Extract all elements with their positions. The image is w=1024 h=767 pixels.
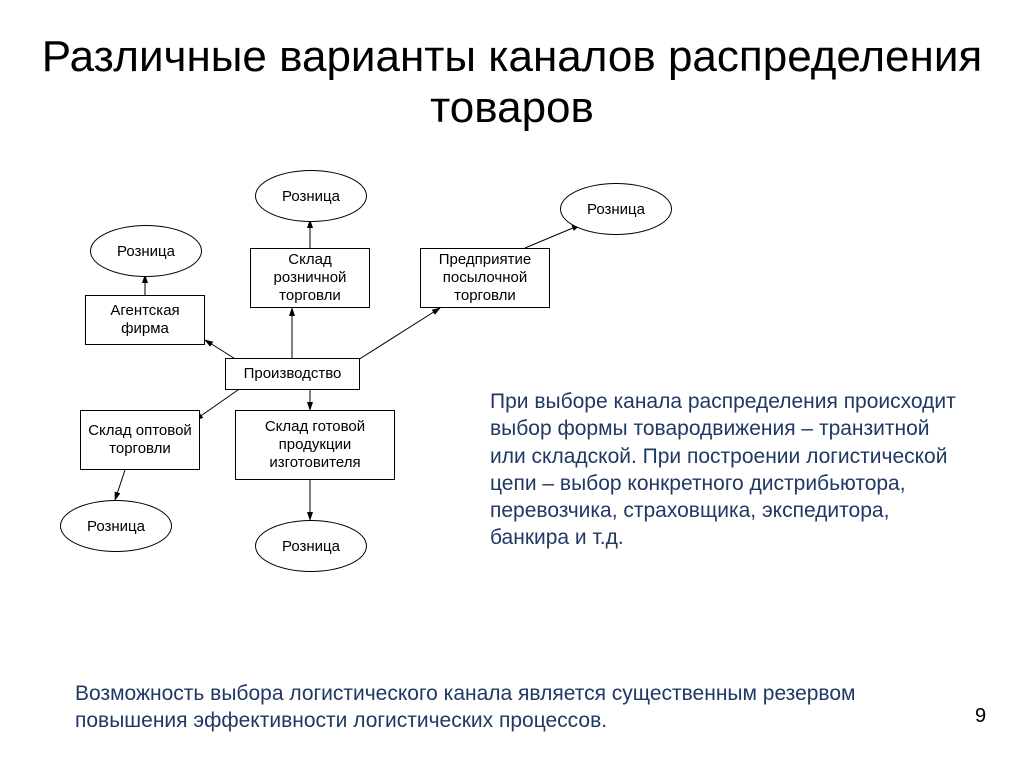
page-number: 9 [975, 705, 986, 728]
node-sklad_got: Склад готовой продукции изготовителя [235, 410, 395, 480]
node-roznica4: Розница [60, 500, 172, 552]
slide-title: Различные варианты каналов распределения… [0, 32, 1024, 133]
edge-sklad_opt-roznica4 [115, 470, 125, 500]
node-posyl: Предприятие посылочной торговли [420, 248, 550, 308]
node-roznica2: Розница [255, 170, 367, 222]
node-proizv: Производство [225, 358, 360, 390]
node-sklad_rozn: Склад розничной торговли [250, 248, 370, 308]
node-roznica5: Розница [255, 520, 367, 572]
edge-posyl-roznica3 [525, 225, 580, 248]
page-number-value: 9 [975, 705, 986, 727]
node-roznica3: Розница [560, 183, 672, 235]
node-sklad_opt: Склад оптовой торговли [80, 410, 200, 470]
edge-proizv-posyl [350, 308, 440, 365]
title-text: Различные варианты каналов распределения… [42, 32, 982, 132]
side-paragraph-text: При выборе канала распределения происход… [490, 390, 956, 549]
bottom-paragraph: Возможность выбора логистического канала… [75, 680, 895, 735]
bottom-paragraph-text: Возможность выбора логистического канала… [75, 682, 855, 732]
node-roznica1: Розница [90, 225, 202, 277]
side-paragraph: При выборе канала распределения происход… [490, 388, 960, 552]
node-agent: Агентская фирма [85, 295, 205, 345]
